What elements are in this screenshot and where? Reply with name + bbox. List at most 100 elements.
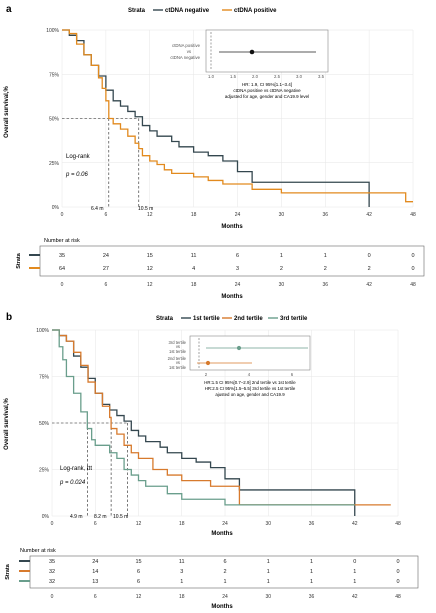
y-axis-label: Overall survival,% [4, 85, 10, 137]
risk-count: 3 [180, 569, 183, 575]
risk-x-ticks: 0 6 12 18 24 30 36 42 48 [51, 594, 401, 600]
hazard-ratio-point [205, 360, 211, 366]
hazard-ratio-point [236, 345, 242, 351]
x-tick-label: 0 [51, 521, 54, 527]
risk-count: 15 [147, 253, 153, 259]
risk-table: Number at risk Strata 35 24 15 11 6 1 1 0 032 14 6… [5, 548, 419, 610]
risk-count: 27 [103, 266, 109, 272]
inset-tick: 1.5 [230, 74, 237, 79]
x-tick-label: 24 [222, 521, 228, 527]
risk-count: 32 [49, 579, 55, 585]
y-tick-label: 75% [39, 375, 50, 381]
y-tick-label: 50% [39, 421, 50, 427]
median-label: 10.5 m [138, 206, 153, 212]
inset-tick: 2.0 [252, 74, 259, 79]
inset-frame [205, 29, 329, 73]
inset-row-label: ctDNA positive [172, 43, 201, 48]
risk-count: 1 [324, 253, 327, 259]
legend-label: ctDNA negative [165, 8, 210, 14]
risk-rows: 35 24 15 11 6 1 1 0 064 27 12 4 3 2 2 2 0 [59, 253, 415, 272]
risk-count: 1 [223, 579, 226, 585]
survival-curve [52, 329, 355, 506]
inset-tick: 2.5 [274, 74, 281, 79]
risk-x-tick-label: 36 [309, 594, 315, 600]
inset-row-label: vs [176, 360, 180, 365]
inset-caption: adjusted for age, gender and CA19.9 leve… [225, 94, 309, 99]
risk-count: 35 [49, 559, 55, 565]
risk-count: 1 [353, 569, 356, 575]
risk-count: 6 [137, 569, 140, 575]
y-tick-label: 0% [52, 205, 60, 211]
risk-count: 11 [191, 253, 197, 259]
hazard-ratio-point [249, 49, 255, 55]
risk-count: 3 [236, 266, 239, 272]
risk-count: 2 [280, 266, 283, 272]
risk-count: 11 [179, 559, 185, 565]
risk-table-axis-title: Strata [16, 252, 22, 269]
inset-tick: 6 [291, 372, 294, 377]
p-value: p = 0.024 [59, 480, 86, 486]
y-axis-label: Overall survival,% [4, 397, 10, 449]
risk-count: 1 [310, 569, 313, 575]
panel-b: b Strata 1st tertile 2nd tertile 3rd ter… [4, 312, 419, 610]
y-tick-label: 100% [36, 328, 49, 334]
risk-x-tick-label: 18 [179, 594, 185, 600]
x-tick-label: 36 [322, 212, 328, 218]
risk-count: 6 [223, 559, 226, 565]
median-label: 4.9 m [70, 514, 83, 520]
risk-count: 2 [324, 266, 327, 272]
x-tick-label: 30 [279, 212, 285, 218]
risk-x-tick-label: 24 [222, 594, 228, 600]
risk-x-tick-label: 12 [136, 594, 142, 600]
risk-table-title: Number at risk [44, 238, 80, 244]
risk-x-axis-label: Months [221, 294, 243, 300]
y-tick-label: 0% [42, 514, 50, 520]
x-tick-label: 36 [309, 521, 315, 527]
risk-x-tick-label: 30 [279, 282, 285, 288]
panel-a: a Strata ctDNA negative ctDNA positive 0… [4, 4, 425, 300]
inset-tick: 3.5 [318, 74, 325, 79]
inset-tick: 1.0 [208, 74, 215, 79]
risk-count: 0 [411, 253, 414, 259]
risk-count: 24 [92, 559, 98, 565]
x-tick-label: 12 [147, 212, 153, 218]
risk-table-frame [29, 555, 419, 589]
risk-table: Number at risk Strata 35 24 15 11 6 1 1 0 064 27 1… [16, 238, 425, 300]
risk-count: 64 [59, 266, 65, 272]
median-label: 10.5 m [113, 514, 128, 520]
x-axis-label: Months [221, 224, 243, 230]
y-tick-label: 100% [46, 28, 59, 34]
risk-x-tick-label: 42 [366, 282, 372, 288]
x-tick-label: 24 [235, 212, 241, 218]
inset-row-label: ctDNA negative [170, 55, 200, 60]
risk-count: 0 [368, 253, 371, 259]
risk-count: 12 [147, 266, 153, 272]
risk-count: 32 [49, 569, 55, 575]
risk-count: 1 [180, 579, 183, 585]
risk-count: 24 [103, 253, 109, 259]
risk-x-tick-label: 18 [191, 282, 197, 288]
risk-count: 1 [267, 559, 270, 565]
risk-count: 0 [396, 569, 399, 575]
panel-letter: a [6, 4, 12, 15]
median-label: 8.2 m [94, 514, 107, 520]
risk-x-tick-label: 30 [265, 594, 271, 600]
risk-x-axis-label: Months [211, 604, 233, 610]
x-tick-label: 12 [136, 521, 142, 527]
y-tick-label: 75% [49, 72, 60, 78]
logrank-label: Log-rank, ttt [60, 466, 92, 472]
inset-row-label: vs [187, 49, 191, 54]
inset-tick: 3.0 [296, 74, 303, 79]
risk-count: 14 [92, 569, 98, 575]
inset-row-label: vs [176, 344, 180, 349]
legend-label: 3rd tertile [280, 316, 308, 322]
x-axis-label: Months [211, 531, 233, 537]
legend: Strata 1st tertile 2nd tertile 3rd terti… [156, 316, 308, 322]
risk-rows: 35 24 15 11 6 1 1 0 032 14 6 3 2 1 1 1 032 13 6 1 1 1 1 1 0 [49, 559, 400, 585]
risk-table-axis-title: Strata [5, 563, 11, 580]
risk-count: 15 [135, 559, 141, 565]
x-tick-label: 18 [191, 212, 197, 218]
legend-label: ctDNA positive [234, 8, 277, 14]
inset-caption: ajusted on age, gender and CA19.9 [215, 392, 285, 397]
risk-count: 1 [353, 579, 356, 585]
